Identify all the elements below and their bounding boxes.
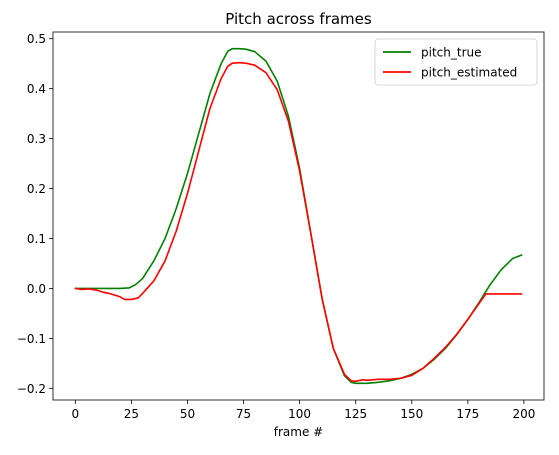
x-tick-label: 75	[236, 407, 251, 421]
chart-title: Pitch across frames	[225, 10, 372, 28]
x-tick-label: 50	[180, 407, 195, 421]
x-tick-label: 25	[124, 407, 139, 421]
y-tick-label: 0.4	[27, 82, 46, 96]
y-tick-label: 0.3	[27, 132, 46, 146]
y-axis: −0.2 −0.1 0.0 0.1 0.2 0.3 0.4 0.5	[17, 32, 53, 396]
y-tick-label: 0.1	[27, 232, 46, 246]
legend: pitch_true pitch_estimated	[374, 38, 538, 86]
y-tick-label: 0.0	[27, 282, 46, 296]
y-tick-label: −0.1	[17, 332, 46, 346]
x-tick-label: 175	[456, 407, 479, 421]
axes-frame	[52, 31, 545, 401]
legend-label: pitch_estimated	[421, 66, 517, 80]
y-tick-label: 0.2	[27, 182, 46, 196]
x-axis-label: frame #	[274, 425, 323, 439]
legend-label: pitch_true	[421, 46, 482, 60]
x-tick-label: 0	[71, 407, 79, 421]
x-tick-label: 150	[400, 407, 423, 421]
x-tick-label: 200	[512, 407, 535, 421]
legend-box	[374, 38, 538, 86]
series-line-pitch-estimated	[74, 61, 523, 383]
x-tick-label: 125	[344, 407, 367, 421]
plot-lines	[74, 47, 523, 385]
y-tick-label: 0.5	[27, 32, 46, 46]
x-tick-label: 100	[288, 407, 311, 421]
y-tick-label: −0.2	[17, 382, 46, 396]
x-axis: 0 25 50 75 100 125 150 175 200	[71, 400, 535, 421]
